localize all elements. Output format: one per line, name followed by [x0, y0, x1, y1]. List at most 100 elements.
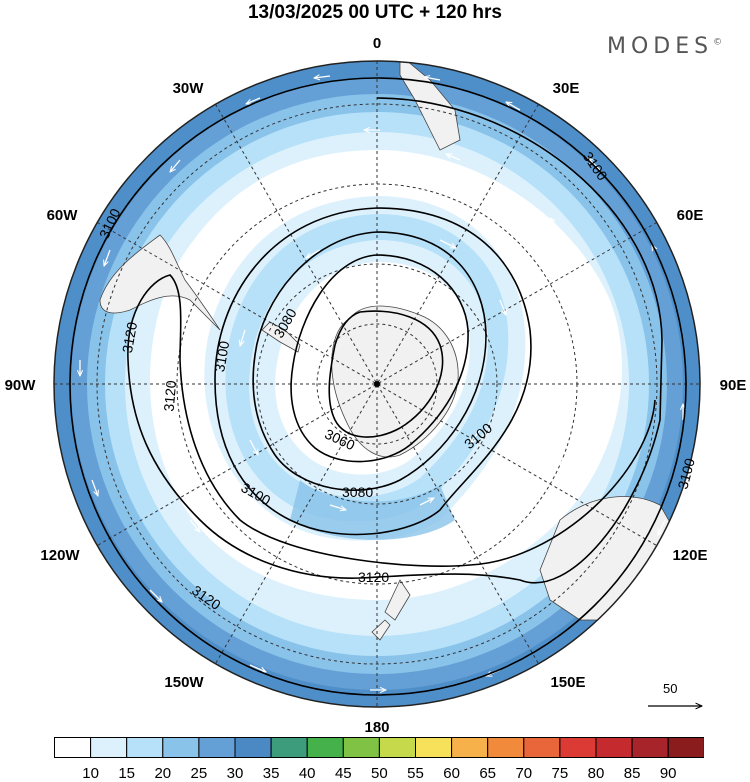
vector	[189, 519, 200, 532]
colorbar-box	[126, 737, 164, 758]
vector	[439, 239, 456, 249]
south-america	[99, 234, 221, 331]
colorbar-box	[306, 737, 344, 758]
geopotential-contours	[69, 77, 687, 696]
colorbar-box	[595, 737, 633, 758]
vector	[657, 519, 666, 535]
colorbar-tick-label: 10	[82, 765, 99, 782]
vector	[246, 97, 261, 104]
vector	[506, 102, 521, 111]
contour-3060	[328, 310, 444, 438]
contour-label-3100-west-inner: 3100	[211, 339, 232, 373]
lon-label-90w: 90W	[5, 377, 37, 394]
colorbar-tick-label: 50	[371, 765, 388, 782]
lon-label-30w: 30W	[173, 80, 205, 97]
lon-label-120e: 120E	[672, 547, 707, 564]
vector	[149, 589, 162, 602]
contour-label-3120-inner: 3120	[161, 380, 180, 413]
vector	[170, 159, 181, 172]
colorbar-box	[198, 737, 236, 758]
colorbar-box	[559, 737, 597, 758]
vector	[104, 249, 111, 266]
contour-label-3100-east-outer: 3100	[674, 456, 698, 490]
colorbar-box	[342, 737, 380, 758]
colorbar-box	[487, 737, 525, 758]
vector	[499, 299, 506, 315]
south-pole-dot	[374, 381, 380, 387]
colorbar-box	[415, 737, 453, 758]
lon-label-120w: 120W	[40, 547, 80, 564]
colorbar-box	[54, 737, 92, 758]
reference-vector-label: 50	[663, 681, 678, 696]
vector	[419, 497, 434, 506]
colorbar-tick-label: 90	[660, 765, 677, 782]
contour-label-3120-west: 3120	[119, 320, 140, 354]
lon-label-0: 0	[373, 35, 381, 52]
vector	[240, 329, 246, 346]
colorbar-tick-label: 60	[443, 765, 460, 782]
colorbar-box	[270, 737, 308, 758]
colorbar-tick-label: 40	[299, 765, 316, 782]
vector	[550, 218, 561, 231]
colorbar-box	[162, 737, 200, 758]
contour-3100-inner	[214, 207, 532, 536]
contour-label-3120-south: 3120	[358, 569, 389, 585]
colorbar-ticks: 10 15 20 25 30 35 40 45 50 55 60 65 70 75 80 85 90	[82, 765, 676, 782]
colorbar-box	[234, 737, 272, 758]
colorbar-box	[378, 737, 416, 758]
vector	[588, 158, 601, 171]
colorbar-box	[523, 737, 561, 758]
colorbar-tick-label: 65	[479, 765, 496, 782]
brand-logo: MODES©	[607, 34, 722, 59]
vector	[314, 76, 331, 78]
colorbar-box	[667, 737, 704, 758]
colorbar-tick-label: 20	[154, 765, 171, 782]
colorbar-box	[451, 737, 489, 758]
vector	[286, 169, 301, 176]
colorbar: 10 15 20 25 30 35 40 45 50 55 60 65 70 75 80 85 90	[54, 737, 704, 782]
vector	[249, 439, 258, 455]
vector	[249, 664, 266, 673]
longitude-labels: 0 30E 60E 90E 120E 150E 180 150W 120W 90…	[5, 35, 747, 736]
colorbar-tick-label: 15	[118, 765, 135, 782]
lon-label-150e: 150E	[550, 674, 585, 691]
lon-label-60e: 60E	[677, 207, 704, 224]
latitude-circle-1	[316, 323, 438, 445]
contour-label-3080-south: 3080	[342, 484, 373, 500]
lon-label-60w: 60W	[47, 207, 79, 224]
colorbar-tick-label: 75	[552, 765, 569, 782]
vector	[91, 479, 98, 496]
colorbar-box	[90, 737, 128, 758]
antarctic-peninsula	[261, 321, 301, 353]
map-title: 13/03/2025 00 UTC + 120 hrs	[247, 2, 503, 23]
contour-3080-inner	[290, 254, 469, 463]
contour-3080	[252, 231, 487, 491]
colorbar-tick-label: 45	[335, 765, 352, 782]
colorbar-tick-label: 55	[407, 765, 424, 782]
graticule	[54, 61, 700, 707]
colorbar-tick-label: 30	[227, 765, 244, 782]
vector	[192, 239, 201, 252]
vector	[470, 429, 481, 443]
colorbar-tick-label: 85	[624, 765, 641, 782]
brand-name: MODES	[607, 34, 714, 59]
colorbar-tick-label: 35	[263, 765, 280, 782]
brand-copyright: ©	[713, 37, 723, 48]
lon-label-180: 180	[364, 719, 389, 736]
vector	[289, 579, 306, 586]
lon-label-30e: 30E	[553, 80, 580, 97]
colorbar-box	[631, 737, 669, 758]
new-zealand	[371, 579, 411, 641]
contour-3100-outer	[69, 77, 687, 696]
lon-label-150w: 150W	[164, 674, 204, 691]
vector	[306, 249, 321, 258]
vector	[424, 77, 441, 80]
latitude-circle-2	[256, 263, 498, 505]
colorbar-tick-label: 80	[588, 765, 605, 782]
lon-label-90e: 90E	[720, 377, 747, 394]
vector	[560, 449, 571, 464]
vector	[446, 154, 461, 161]
vector	[329, 504, 346, 510]
colorbar-tick-label: 70	[515, 765, 532, 782]
